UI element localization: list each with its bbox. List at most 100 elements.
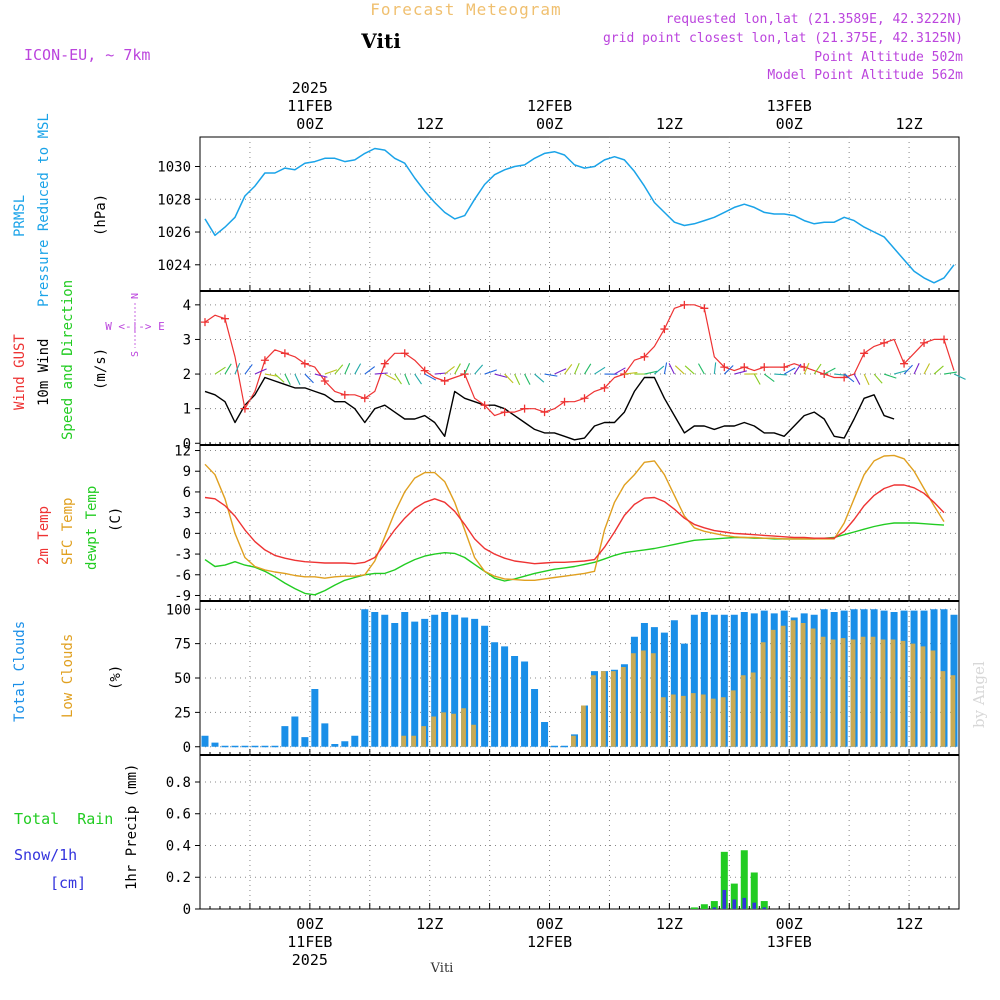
total-cloud-bar: [521, 661, 529, 747]
gust-marker: [360, 394, 369, 403]
wind-direction-arrow: [923, 363, 931, 375]
rain-bar: [740, 850, 748, 909]
wind-direction-arrow: [943, 371, 957, 375]
gust-marker: [600, 383, 609, 392]
gust-marker: [340, 390, 349, 399]
wind-direction-arrow: [294, 373, 301, 386]
wind-direction-arrow: [574, 362, 580, 375]
grid-layer: [200, 137, 959, 910]
compass-n-label: N: [130, 293, 141, 299]
pressure-ytick-label: 1024: [157, 258, 191, 274]
low-cloud-bar: [650, 653, 656, 747]
total-cloud-bar: [221, 745, 229, 748]
total-cloud-bar: [561, 745, 569, 748]
total-cloud-bar: [491, 642, 499, 747]
total-cloud-bar: [381, 614, 389, 747]
precipitation-ytick-label: 0.4: [166, 838, 191, 854]
wind-direction-arrow: [304, 373, 314, 384]
total-cloud-bar: [211, 742, 219, 747]
wind10-line: [204, 376, 895, 441]
temperature-ytick-label: 6: [183, 485, 191, 501]
wind-direction-arrow: [404, 373, 410, 386]
low-cloud-bar: [760, 642, 766, 747]
time-label-bottom: 00Z: [536, 915, 563, 933]
temperature-ytick-label: 3: [183, 506, 191, 522]
gust-marker: [880, 338, 889, 347]
snow-bar: [722, 889, 727, 909]
low-cloud-bar: [571, 735, 576, 747]
time-label-top: 12FEB: [527, 97, 572, 115]
wind-direction-arrow: [684, 365, 695, 375]
total-cloud-bar: [531, 689, 539, 747]
clouds-ytick-label: 75: [174, 637, 191, 653]
rain-bar: [750, 872, 758, 909]
pressure-panel-frame: [199, 136, 960, 292]
low-cloud-bar: [730, 690, 736, 747]
low-cloud-bar: [880, 639, 886, 747]
gust-marker: [700, 304, 709, 313]
total-cloud-bar: [371, 612, 379, 747]
time-label-top: 00Z: [536, 115, 563, 133]
wind-direction-arrow: [444, 365, 455, 375]
wind-ytick-label: 2: [183, 367, 191, 383]
total-cloud-bar: [281, 726, 289, 747]
cloud-label-unit: (%): [108, 665, 124, 690]
total-cloud-bar: [511, 656, 519, 747]
wind-direction-arrow: [504, 373, 514, 384]
total-cloud-bar: [261, 745, 269, 748]
wind-ytick-label: 0: [183, 436, 191, 452]
wind-direction-arrow: [534, 373, 545, 383]
wind-direction-arrow: [494, 373, 508, 378]
low-cloud-bar: [660, 697, 666, 747]
gust-marker: [940, 335, 949, 344]
wind-direction-arrow: [644, 370, 658, 375]
time-label-top: 12Z: [656, 115, 683, 133]
gust-marker: [520, 404, 529, 413]
total-cloud-bar: [421, 618, 429, 747]
info-line-altitude: Point Altitude 502m: [814, 50, 963, 65]
wind-direction-arrow: [883, 373, 897, 379]
total-cloud-bar: [391, 623, 399, 747]
marks-layer: [200, 147, 966, 910]
low-cloud-bar: [820, 636, 826, 747]
total-cloud-bar: [730, 614, 738, 747]
snow-bar: [712, 907, 717, 909]
wind-direction-arrow: [474, 364, 484, 375]
snow-bar: [732, 899, 737, 909]
wind-panel-frame: [199, 290, 960, 446]
gust-marker: [280, 349, 289, 358]
total-cloud-bar: [411, 621, 419, 747]
meteogram-title: Forecast Meteogram: [370, 0, 561, 19]
wind-direction-arrow: [723, 365, 734, 375]
wind-direction-arrow: [234, 362, 241, 375]
gust-marker: [760, 363, 769, 372]
wind-direction-arrow: [224, 363, 232, 375]
wind-direction-arrow: [564, 364, 573, 375]
low-cloud-bar: [610, 671, 616, 747]
low-cloud-bar: [670, 694, 676, 747]
total-cloud-bar: [690, 614, 698, 747]
total-cloud-bar: [551, 745, 559, 748]
total-cloud-bar: [291, 716, 299, 747]
precipitation-ytick-label: 0.8: [166, 775, 191, 791]
total-cloud-bar: [401, 612, 409, 747]
rain-bar: [730, 883, 738, 909]
pressure-label-unit: (hPa): [93, 194, 109, 236]
gust-marker: [540, 408, 549, 417]
wind-direction-arrow: [774, 373, 788, 376]
temp-label-dew: dewpt Temp: [84, 486, 100, 570]
wind-direction-arrow: [933, 365, 944, 375]
info-line-requested: requested lon,lat (21.3589E, 42.3222N): [666, 12, 963, 27]
total-cloud-bar: [341, 741, 349, 747]
low-cloud-bar: [780, 625, 786, 747]
wind-direction-arrow: [244, 364, 253, 375]
snow-bar: [752, 902, 757, 909]
low-cloud-bar: [860, 636, 866, 747]
temperature-ytick-label: 9: [183, 464, 191, 480]
gust-marker: [220, 314, 229, 323]
low-cloud-bar: [680, 695, 686, 747]
wind-label-10m: 10m Wind: [36, 339, 52, 406]
precipitation-ytick-label: 0: [183, 902, 191, 918]
gust-marker: [440, 376, 449, 385]
gust-marker: [260, 356, 269, 365]
